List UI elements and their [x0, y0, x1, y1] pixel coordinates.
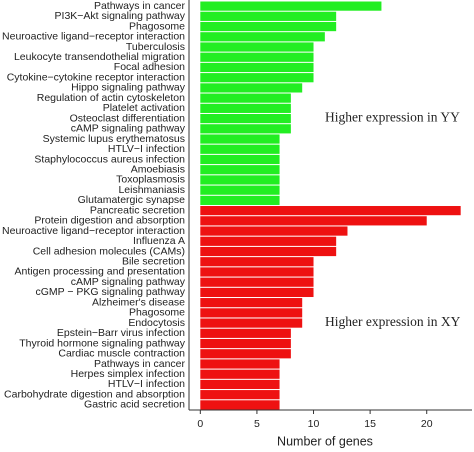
bar [200, 165, 280, 175]
bar [200, 32, 325, 42]
y-tick-label: Epstein−Barr virus infection [57, 327, 185, 339]
x-axis-label: Number of genes [277, 434, 373, 448]
y-tick-label: PI3K−Akt signaling pathway [55, 10, 186, 22]
y-tick-label: Systemic lupus erythematosus [43, 133, 185, 145]
bar [200, 73, 314, 83]
bar [200, 52, 314, 62]
bar [200, 318, 303, 328]
bar [200, 359, 280, 369]
bar [200, 1, 382, 11]
bar [200, 62, 314, 73]
bar [200, 21, 337, 32]
y-tick-label: Cytokine−cytokine receptor interaction [7, 71, 185, 83]
y-tick-label: Pancreatic secretion [90, 204, 185, 216]
y-tick-label: Pathways in cancer [94, 0, 186, 12]
y-tick-label: Osteoclast differentiation [70, 112, 186, 124]
y-tick-label: cAMP signaling pathway [71, 123, 186, 135]
bar [200, 206, 461, 216]
y-tick-label: HTLV−I infection [108, 143, 185, 155]
x-tick-label: 20 [421, 418, 433, 430]
bar [200, 93, 291, 103]
bar [200, 42, 314, 52]
bar [200, 236, 337, 246]
bar [200, 175, 280, 185]
bar [200, 216, 427, 226]
bar [200, 298, 303, 308]
y-tick-label: Cell adhesion molecules (CAMs) [33, 245, 185, 257]
y-tick-label: Focal adhesion [114, 61, 185, 73]
y-tick-label: Pathways in cancer [94, 358, 186, 370]
y-tick-label: Bile secretion [122, 256, 185, 268]
bar [200, 226, 348, 236]
y-tick-label: Tuberculosis [126, 41, 185, 53]
bar [200, 257, 314, 267]
y-tick-label: Glutamatergic synapse [78, 194, 186, 206]
x-tick-label: 10 [308, 418, 320, 430]
bar [200, 83, 303, 93]
bar [200, 113, 291, 124]
bar [200, 246, 337, 257]
bar [200, 267, 314, 277]
bar [200, 328, 291, 338]
y-tick-label: Influenza A [133, 235, 185, 247]
y-tick-label: cGMP − PKG signaling pathway [35, 286, 185, 298]
y-tick-label: Gastric acid secretion [84, 399, 185, 411]
y-tick-label: Neuroactive ligand−receptor interaction [2, 225, 185, 237]
bar [200, 369, 280, 379]
group-annotation: Higher expression in YY [325, 109, 460, 124]
group-annotation: Higher expression in XY [325, 314, 461, 329]
y-tick-label: Hippo signaling pathway [71, 82, 186, 94]
bar [200, 308, 303, 318]
y-tick-label: Phagosome [129, 20, 185, 32]
y-tick-label: Phagosome [129, 307, 185, 319]
y-tick-label: Regulation of actin cytoskeleton [37, 92, 185, 104]
y-tick-label: cAMP signaling pathway [71, 276, 186, 288]
bar [200, 277, 314, 287]
x-tick-label: 15 [364, 418, 376, 430]
bar [200, 124, 291, 134]
y-tick-label: Platelet activation [103, 102, 185, 114]
bar [200, 195, 280, 205]
bar [200, 349, 291, 359]
y-tick-label: Antigen processing and presentation [15, 266, 186, 278]
bar [200, 185, 280, 195]
bar [200, 287, 314, 298]
bar [200, 390, 280, 400]
bar [200, 154, 280, 165]
y-tick-label: Endocytosis [128, 317, 185, 329]
y-tick-label: Alzheimer's disease [92, 296, 185, 308]
y-tick-label: Herpes simplex infection [71, 368, 186, 380]
bar [200, 400, 280, 410]
y-tick-label: Thyroid hormone signaling pathway [19, 337, 186, 349]
bar [200, 379, 280, 390]
y-tick-label: Protein digestion and absorption [34, 215, 185, 227]
bar [200, 144, 280, 154]
y-tick-label: Amoebiasis [131, 163, 185, 175]
bar [200, 134, 280, 144]
y-tick-label: Cardiac muscle contraction [58, 348, 185, 360]
y-tick-label: Carbohydrate digestion and absorption [4, 388, 185, 400]
y-tick-label: Leukocyte transendothelial migration [14, 51, 185, 63]
x-tick-label: 5 [254, 418, 260, 430]
y-tick-label: Toxoplasmosis [116, 174, 185, 186]
y-tick-label: HTLV−I infection [108, 378, 185, 390]
bar [200, 11, 337, 21]
x-tick-label: 0 [197, 418, 203, 430]
bar [200, 338, 291, 349]
bar [200, 103, 291, 113]
y-tick-label: Leishmaniasis [118, 184, 185, 196]
y-tick-label: Neuroactive ligand−receptor interaction [2, 31, 185, 43]
y-tick-label: Staphylococcus aureus infection [34, 153, 185, 165]
